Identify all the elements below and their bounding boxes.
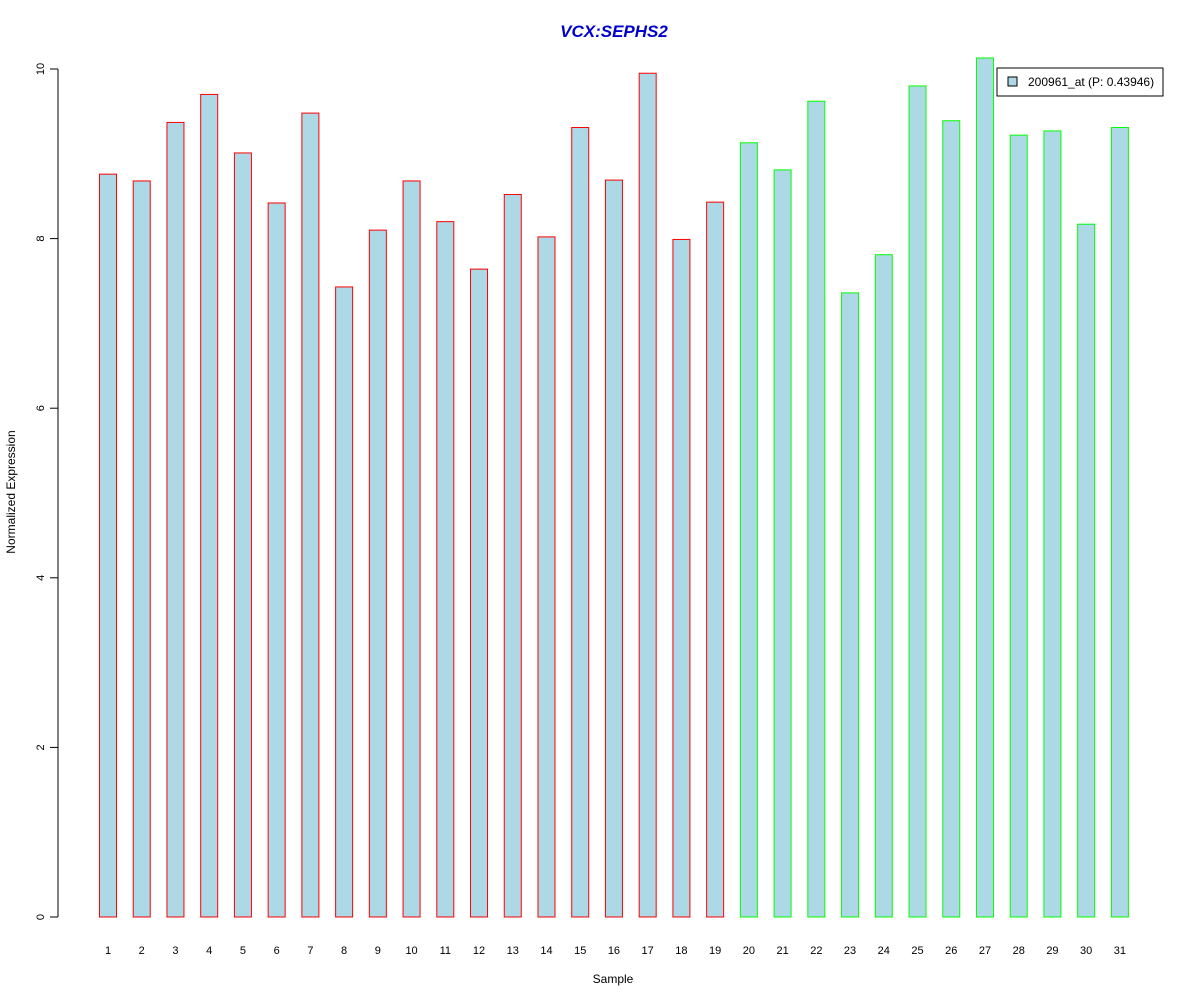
bar-sample-6 — [267, 202, 286, 918]
x-tick-label: 28 — [1013, 945, 1025, 957]
legend: 200961_at (P: 0.43946) — [996, 67, 1164, 97]
x-tick-label: 14 — [540, 945, 552, 957]
bar-sample-15 — [571, 127, 590, 918]
x-tick-label: 19 — [709, 945, 721, 957]
bar-sample-29 — [1043, 130, 1062, 918]
x-tick-label: 4 — [206, 945, 212, 957]
bar-sample-19 — [706, 201, 725, 918]
bar-sample-5 — [233, 152, 252, 918]
bar-sample-9 — [368, 229, 387, 918]
y-tick-label: 2 — [35, 744, 47, 750]
bar-sample-17 — [638, 72, 657, 918]
x-tick-label: 2 — [139, 945, 145, 957]
x-tick-label: 18 — [675, 945, 687, 957]
bar-sample-30 — [1077, 223, 1096, 918]
x-tick-label: 22 — [810, 945, 822, 957]
y-tick-label: 10 — [35, 63, 47, 75]
x-tick-label: 10 — [405, 945, 417, 957]
bar-sample-31 — [1110, 127, 1129, 918]
bar-sample-3 — [166, 121, 185, 918]
bars-group — [99, 57, 1129, 918]
x-tick-label: 12 — [473, 945, 485, 957]
x-tick-label: 21 — [776, 945, 788, 957]
x-tick-label: 6 — [274, 945, 280, 957]
x-tick-label: 29 — [1046, 945, 1058, 957]
bar-sample-20 — [739, 142, 758, 918]
legend-label: 200961_at (P: 0.43946) — [1028, 75, 1154, 89]
x-tick-label: 5 — [240, 945, 246, 957]
legend-swatch — [1007, 76, 1018, 87]
x-tick-label: 24 — [878, 945, 890, 957]
bar-sample-14 — [537, 236, 556, 918]
bar-sample-21 — [773, 169, 792, 918]
x-axis-tick-labels: 1 2 3 4 5 6 7 8 9 10 11 12 13 14 15 16 17 18 19 20 21 22 23 24 2… — [105, 945, 1126, 957]
x-tick-label: 20 — [743, 945, 755, 957]
x-tick-label: 25 — [911, 945, 923, 957]
bar-sample-7 — [301, 112, 320, 918]
y-tick-label: 6 — [35, 405, 47, 411]
bar-sample-10 — [402, 180, 421, 918]
bar-sample-24 — [874, 254, 893, 918]
bar-sample-12 — [470, 268, 489, 918]
bar-sample-8 — [335, 286, 354, 918]
bar-sample-18 — [672, 238, 691, 918]
y-axis-label: Normalized Expression — [4, 430, 18, 553]
bar-sample-1 — [99, 173, 117, 918]
x-tick-label: 13 — [507, 945, 519, 957]
x-tick-label: 15 — [574, 945, 586, 957]
bar-sample-11 — [436, 221, 455, 918]
bar-sample-28 — [1009, 134, 1028, 918]
x-tick-label: 31 — [1114, 945, 1126, 957]
x-tick-label: 16 — [608, 945, 620, 957]
bar-sample-2 — [132, 180, 151, 918]
x-tick-label: 8 — [341, 945, 347, 957]
bar-sample-16 — [604, 179, 623, 918]
x-tick-label: 1 — [105, 945, 111, 957]
bar-sample-13 — [503, 194, 522, 918]
bar-sample-4 — [200, 93, 219, 918]
x-tick-label: 26 — [945, 945, 957, 957]
bar-sample-25 — [908, 85, 927, 918]
y-tick-label: 0 — [35, 914, 47, 920]
x-tick-label: 9 — [375, 945, 381, 957]
y-tick-label: 4 — [35, 575, 47, 581]
x-axis-label: Sample — [593, 972, 634, 986]
x-tick-label: 17 — [642, 945, 654, 957]
bar-sample-26 — [942, 120, 961, 918]
x-tick-label: 30 — [1080, 945, 1092, 957]
y-tick-label: 8 — [35, 236, 47, 242]
x-tick-label: 7 — [307, 945, 313, 957]
x-tick-label: 11 — [440, 945, 451, 957]
x-tick-label: 23 — [844, 945, 856, 957]
bar-sample-22 — [807, 100, 826, 918]
y-axis-ticks: 0 2 4 6 8 10 — [35, 63, 58, 920]
chart-title: VCX:SEPHS2 — [560, 22, 668, 41]
x-tick-label: 3 — [172, 945, 178, 957]
bar-sample-27 — [975, 57, 994, 918]
x-tick-label: 27 — [979, 945, 991, 957]
legend-box — [996, 67, 1164, 97]
bar-sample-23 — [841, 292, 860, 918]
